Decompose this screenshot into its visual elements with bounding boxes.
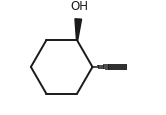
Polygon shape: [75, 20, 82, 41]
Text: OH: OH: [70, 0, 88, 13]
